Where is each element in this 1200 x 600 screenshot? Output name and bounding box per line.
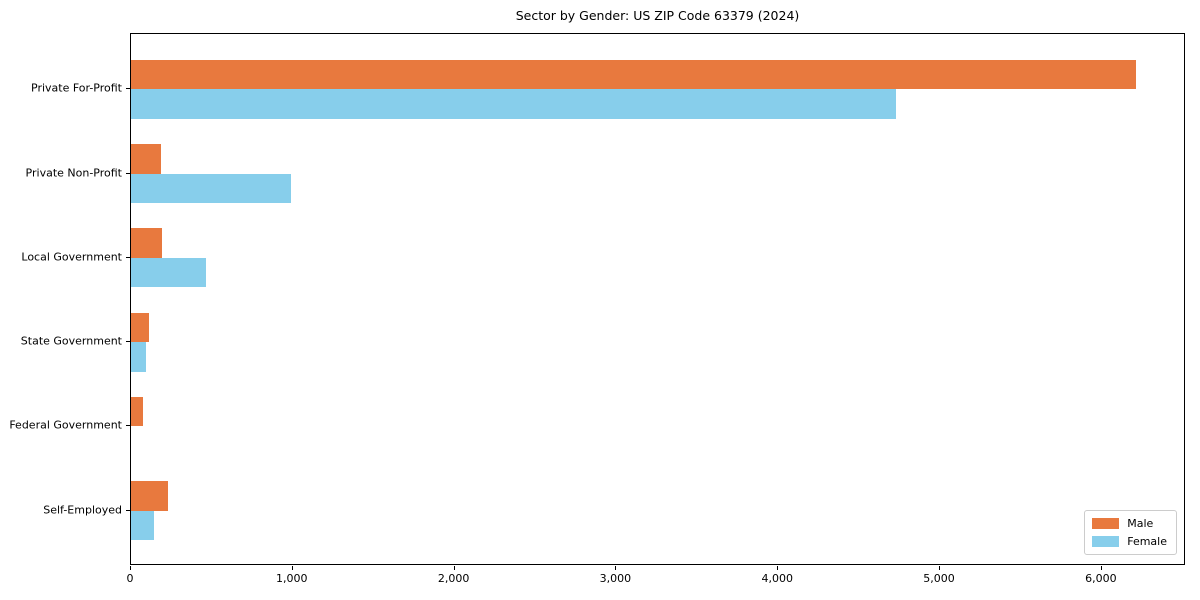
bar-male-1 bbox=[131, 144, 161, 174]
x-tick-label-5: 5,000 bbox=[923, 572, 955, 585]
chart-title: Sector by Gender: US ZIP Code 63379 (202… bbox=[515, 8, 800, 23]
x-tick-mark-0 bbox=[130, 566, 131, 570]
legend: Male Female bbox=[1084, 510, 1177, 555]
bar-female-2 bbox=[131, 257, 207, 288]
plot-area: Male Female bbox=[130, 33, 1185, 565]
bar-male-5 bbox=[131, 481, 169, 511]
y-tick-label-4: Federal Government bbox=[9, 418, 122, 432]
x-tick-mark-5 bbox=[939, 566, 941, 570]
legend-label-female: Female bbox=[1127, 535, 1167, 548]
x-tick-label-3: 3,000 bbox=[599, 572, 632, 585]
y-tick-label-2: Local Government bbox=[21, 250, 122, 264]
x-tick-mark-1 bbox=[291, 566, 293, 570]
y-tick-label-0: Private For-Profit bbox=[31, 81, 122, 95]
x-tick-mark-6 bbox=[1100, 566, 1102, 570]
x-tick-label-0: 0 bbox=[126, 572, 134, 585]
bar-female-0 bbox=[131, 89, 897, 119]
x-tick-mark-4 bbox=[777, 566, 779, 570]
bar-male-2 bbox=[131, 228, 163, 258]
y-tick-mark-2 bbox=[126, 256, 130, 258]
y-tick-mark-5 bbox=[126, 509, 130, 511]
legend-item-male: Male bbox=[1092, 517, 1167, 530]
y-tick-mark-0 bbox=[126, 88, 130, 90]
legend-item-female: Female bbox=[1092, 535, 1167, 548]
bar-female-1 bbox=[131, 173, 292, 204]
legend-swatch-male bbox=[1092, 518, 1120, 529]
x-tick-mark-2 bbox=[453, 566, 455, 570]
x-tick-mark-3 bbox=[615, 566, 617, 570]
y-tick-label-3: State Government bbox=[20, 334, 122, 348]
bar-male-3 bbox=[131, 312, 150, 343]
y-tick-mark-4 bbox=[126, 425, 130, 427]
x-tick-label-1: 1,000 bbox=[276, 572, 308, 585]
bar-female-3 bbox=[131, 342, 146, 372]
x-tick-label-6: 6,000 bbox=[1085, 572, 1117, 585]
bar-male-0 bbox=[131, 59, 1136, 90]
bar-female-5 bbox=[131, 510, 155, 541]
legend-swatch-female bbox=[1092, 536, 1120, 547]
y-tick-mark-1 bbox=[126, 172, 130, 174]
y-tick-mark-3 bbox=[126, 341, 130, 343]
bar-male-4 bbox=[131, 396, 143, 427]
legend-label-male: Male bbox=[1127, 517, 1154, 530]
y-tick-label-1: Private Non-Profit bbox=[25, 166, 122, 180]
x-tick-label-4: 4,000 bbox=[761, 572, 793, 585]
x-tick-label-2: 2,000 bbox=[437, 572, 470, 585]
y-tick-label-5: Self-Employed bbox=[43, 503, 122, 517]
